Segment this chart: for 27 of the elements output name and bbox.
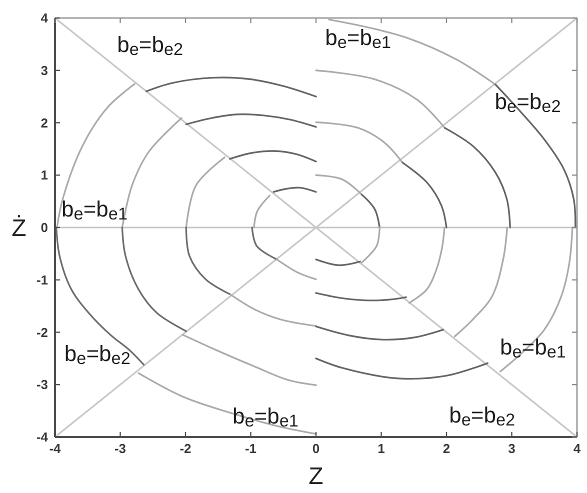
y-tick-label: -2 xyxy=(36,324,48,340)
annotation: b$_{e}$=b$_{e1}$ xyxy=(62,196,128,224)
y-tick-label: 1 xyxy=(40,168,48,183)
annotation: b$_{e}$=b$_{e2}$ xyxy=(449,402,516,430)
y-axis-title: Ż xyxy=(12,214,26,242)
y-tick-label: 4 xyxy=(40,10,49,26)
y-tick-label: -4 xyxy=(36,430,49,445)
x-tick-label: 0 xyxy=(312,441,320,456)
annotation: b$_{e}$=b$_{e1}$ xyxy=(500,334,566,362)
y-tick-label: -1 xyxy=(36,272,48,288)
y-tick-label: -3 xyxy=(36,377,48,392)
annotation: b$_{e}$=b$_{e2}$ xyxy=(117,32,184,59)
x-tick-label: 4 xyxy=(573,441,582,456)
y-tick-label: 0 xyxy=(40,220,48,236)
x-tick-label: -2 xyxy=(180,441,192,456)
x-tick-label: 3 xyxy=(508,441,516,456)
x-tick-label: 1 xyxy=(378,441,385,456)
y-tick-label: 3 xyxy=(40,62,48,78)
y-tick-label: 2 xyxy=(40,115,48,130)
x-tick-label: -3 xyxy=(114,441,126,456)
x-axis-title: Z xyxy=(308,463,324,490)
annotation: b$_{e}$=b$_{e2}$ xyxy=(64,340,130,368)
x-tick-label: -1 xyxy=(244,441,257,456)
annotation: b$_{e}$=b$_{e2}$ xyxy=(494,89,561,116)
annotation: b$_{e}$=b$_{e1}$ xyxy=(232,403,298,430)
x-tick-label: 2 xyxy=(442,441,450,456)
annotation: b$_{e}$=b$_{e1}$ xyxy=(325,24,392,52)
